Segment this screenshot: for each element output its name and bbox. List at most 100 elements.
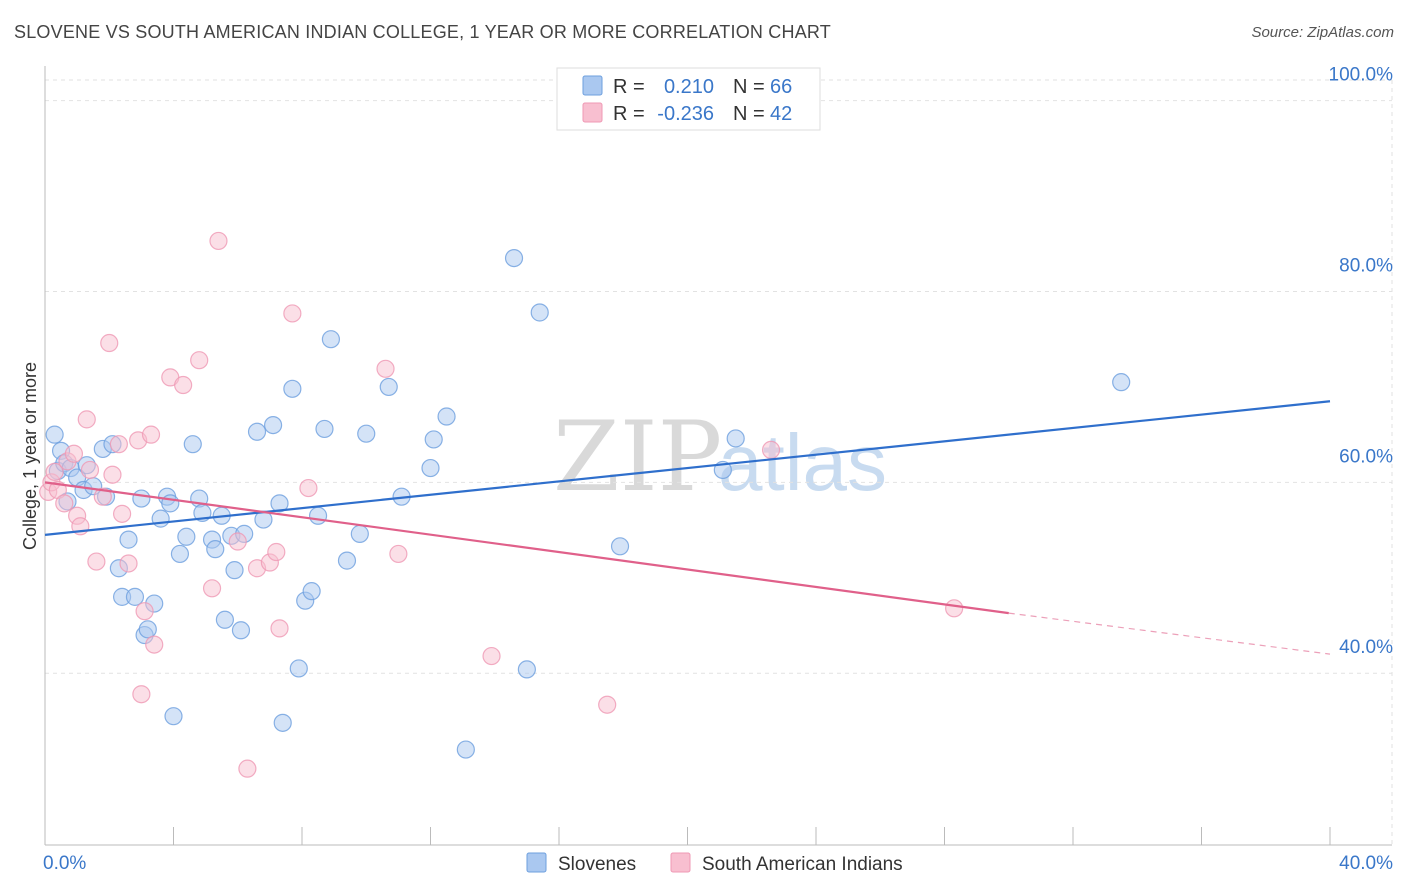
legend-n-label: N = [733, 76, 765, 98]
data-point [215, 610, 234, 629]
x-tick-label: 40.0% [1339, 853, 1393, 874]
watermark-zip: ZIP [553, 401, 722, 513]
data-point [289, 659, 308, 678]
y-tick-label: 60.0% [1339, 446, 1393, 467]
data-point [267, 542, 286, 562]
data-point [228, 532, 247, 551]
data-point [379, 377, 398, 397]
data-point [125, 587, 145, 606]
data-point [302, 582, 321, 601]
data-point [1112, 373, 1131, 392]
legend-swatch-slovenes [526, 852, 547, 873]
legend-n-value: 66 [770, 76, 792, 98]
legend-r-label: R = [613, 76, 645, 98]
data-point [315, 419, 334, 439]
data-point [270, 619, 289, 638]
legend-swatch-slovenes [582, 75, 603, 96]
data-point [100, 333, 119, 353]
data-point [112, 504, 132, 523]
legend-r-value: 0.210 [664, 76, 714, 98]
data-point [761, 440, 781, 460]
data-point [504, 248, 524, 268]
data-point [109, 435, 128, 454]
data-point [132, 489, 151, 508]
data-point [273, 713, 292, 732]
data-point [206, 540, 225, 559]
legend-top: R = 0.210 N = 66 R = -0.236 N = 42 [556, 67, 821, 131]
data-point [530, 303, 549, 322]
data-point [945, 599, 964, 618]
data-point [247, 422, 267, 441]
data-point [238, 759, 257, 778]
data-point [103, 465, 122, 484]
data-point [517, 660, 536, 679]
data-point [183, 435, 202, 454]
legend-swatch-south-american-indians [582, 102, 603, 123]
legend-bottom: Slovenes South American Indians [526, 852, 903, 875]
data-point [138, 620, 157, 639]
axes [44, 66, 1392, 846]
data-point [726, 429, 745, 448]
data-point [283, 304, 302, 323]
trend-line [44, 400, 1331, 536]
data-point [283, 379, 302, 398]
data-point [177, 527, 196, 546]
legend-label-slovenes: Slovenes [558, 854, 636, 875]
data-point [299, 478, 318, 498]
data-point [389, 544, 408, 564]
data-point [437, 407, 456, 426]
legend-n-value: 42 [770, 103, 792, 125]
data-point [45, 462, 64, 481]
data-point [376, 359, 395, 378]
data-point [145, 635, 164, 654]
trend-line-extension [1008, 612, 1331, 655]
data-point [164, 707, 183, 726]
y-tick-label: 100.0% [1329, 65, 1394, 86]
data-point [421, 458, 440, 478]
data-point [482, 646, 501, 666]
data-point [80, 460, 100, 480]
watermark: ZIP atlas [553, 401, 887, 513]
data-point [263, 415, 283, 435]
data-point [456, 740, 475, 759]
data-point [55, 494, 74, 513]
data-point [119, 554, 138, 573]
data-point [357, 424, 376, 443]
data-point [350, 524, 369, 543]
x-tick-label: 0.0% [43, 853, 86, 874]
data-point [424, 430, 443, 449]
legend-r-value: -0.236 [657, 103, 714, 125]
y-tick-labels: 40.0% 60.0% 80.0% 100.0% [1329, 65, 1394, 659]
data-point [202, 579, 222, 598]
data-point [93, 487, 112, 506]
chart-title: SLOVENE VS SOUTH AMERICAN INDIAN COLLEGE… [14, 22, 831, 42]
data-point [598, 695, 617, 714]
data-point [308, 506, 328, 525]
trend-lines [44, 400, 1331, 655]
data-point [132, 685, 151, 704]
data-point [337, 551, 357, 570]
data-point [141, 425, 161, 444]
data-point [135, 602, 154, 621]
data-point [190, 351, 209, 370]
legend-label-south-american-indians: South American Indians [702, 854, 903, 875]
legend-r-label: R = [613, 103, 645, 125]
data-point [231, 621, 251, 640]
data-point [174, 375, 193, 395]
data-point [87, 552, 106, 571]
data-point [225, 561, 244, 580]
trend-line [44, 481, 1009, 615]
y-tick-label: 40.0% [1339, 637, 1393, 658]
data-point [64, 444, 84, 463]
data-point [119, 530, 138, 549]
data-point [321, 330, 341, 349]
legend-swatch-south-american-indians [670, 852, 691, 873]
data-point [610, 537, 630, 556]
data-point [151, 509, 170, 528]
x-tick-labels: 0.0% 40.0% [43, 853, 1393, 874]
data-point [270, 494, 289, 513]
data-point [45, 425, 64, 444]
legend-n-label: N = [733, 103, 765, 125]
data-point [170, 544, 190, 564]
